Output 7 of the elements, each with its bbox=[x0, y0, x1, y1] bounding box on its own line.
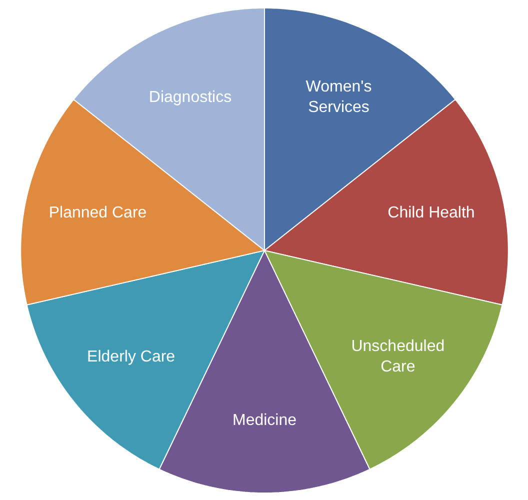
slice-label: Medicine bbox=[232, 412, 297, 429]
slice-label: Unscheduled Care bbox=[351, 338, 445, 376]
slice-label: Women's Services bbox=[306, 78, 372, 116]
slice-label: Child Health bbox=[388, 204, 475, 222]
slice-label: Diagnostics bbox=[148, 88, 232, 106]
slice-label: Elderly Care bbox=[87, 348, 176, 366]
slice-label: Planned Care bbox=[48, 204, 147, 222]
